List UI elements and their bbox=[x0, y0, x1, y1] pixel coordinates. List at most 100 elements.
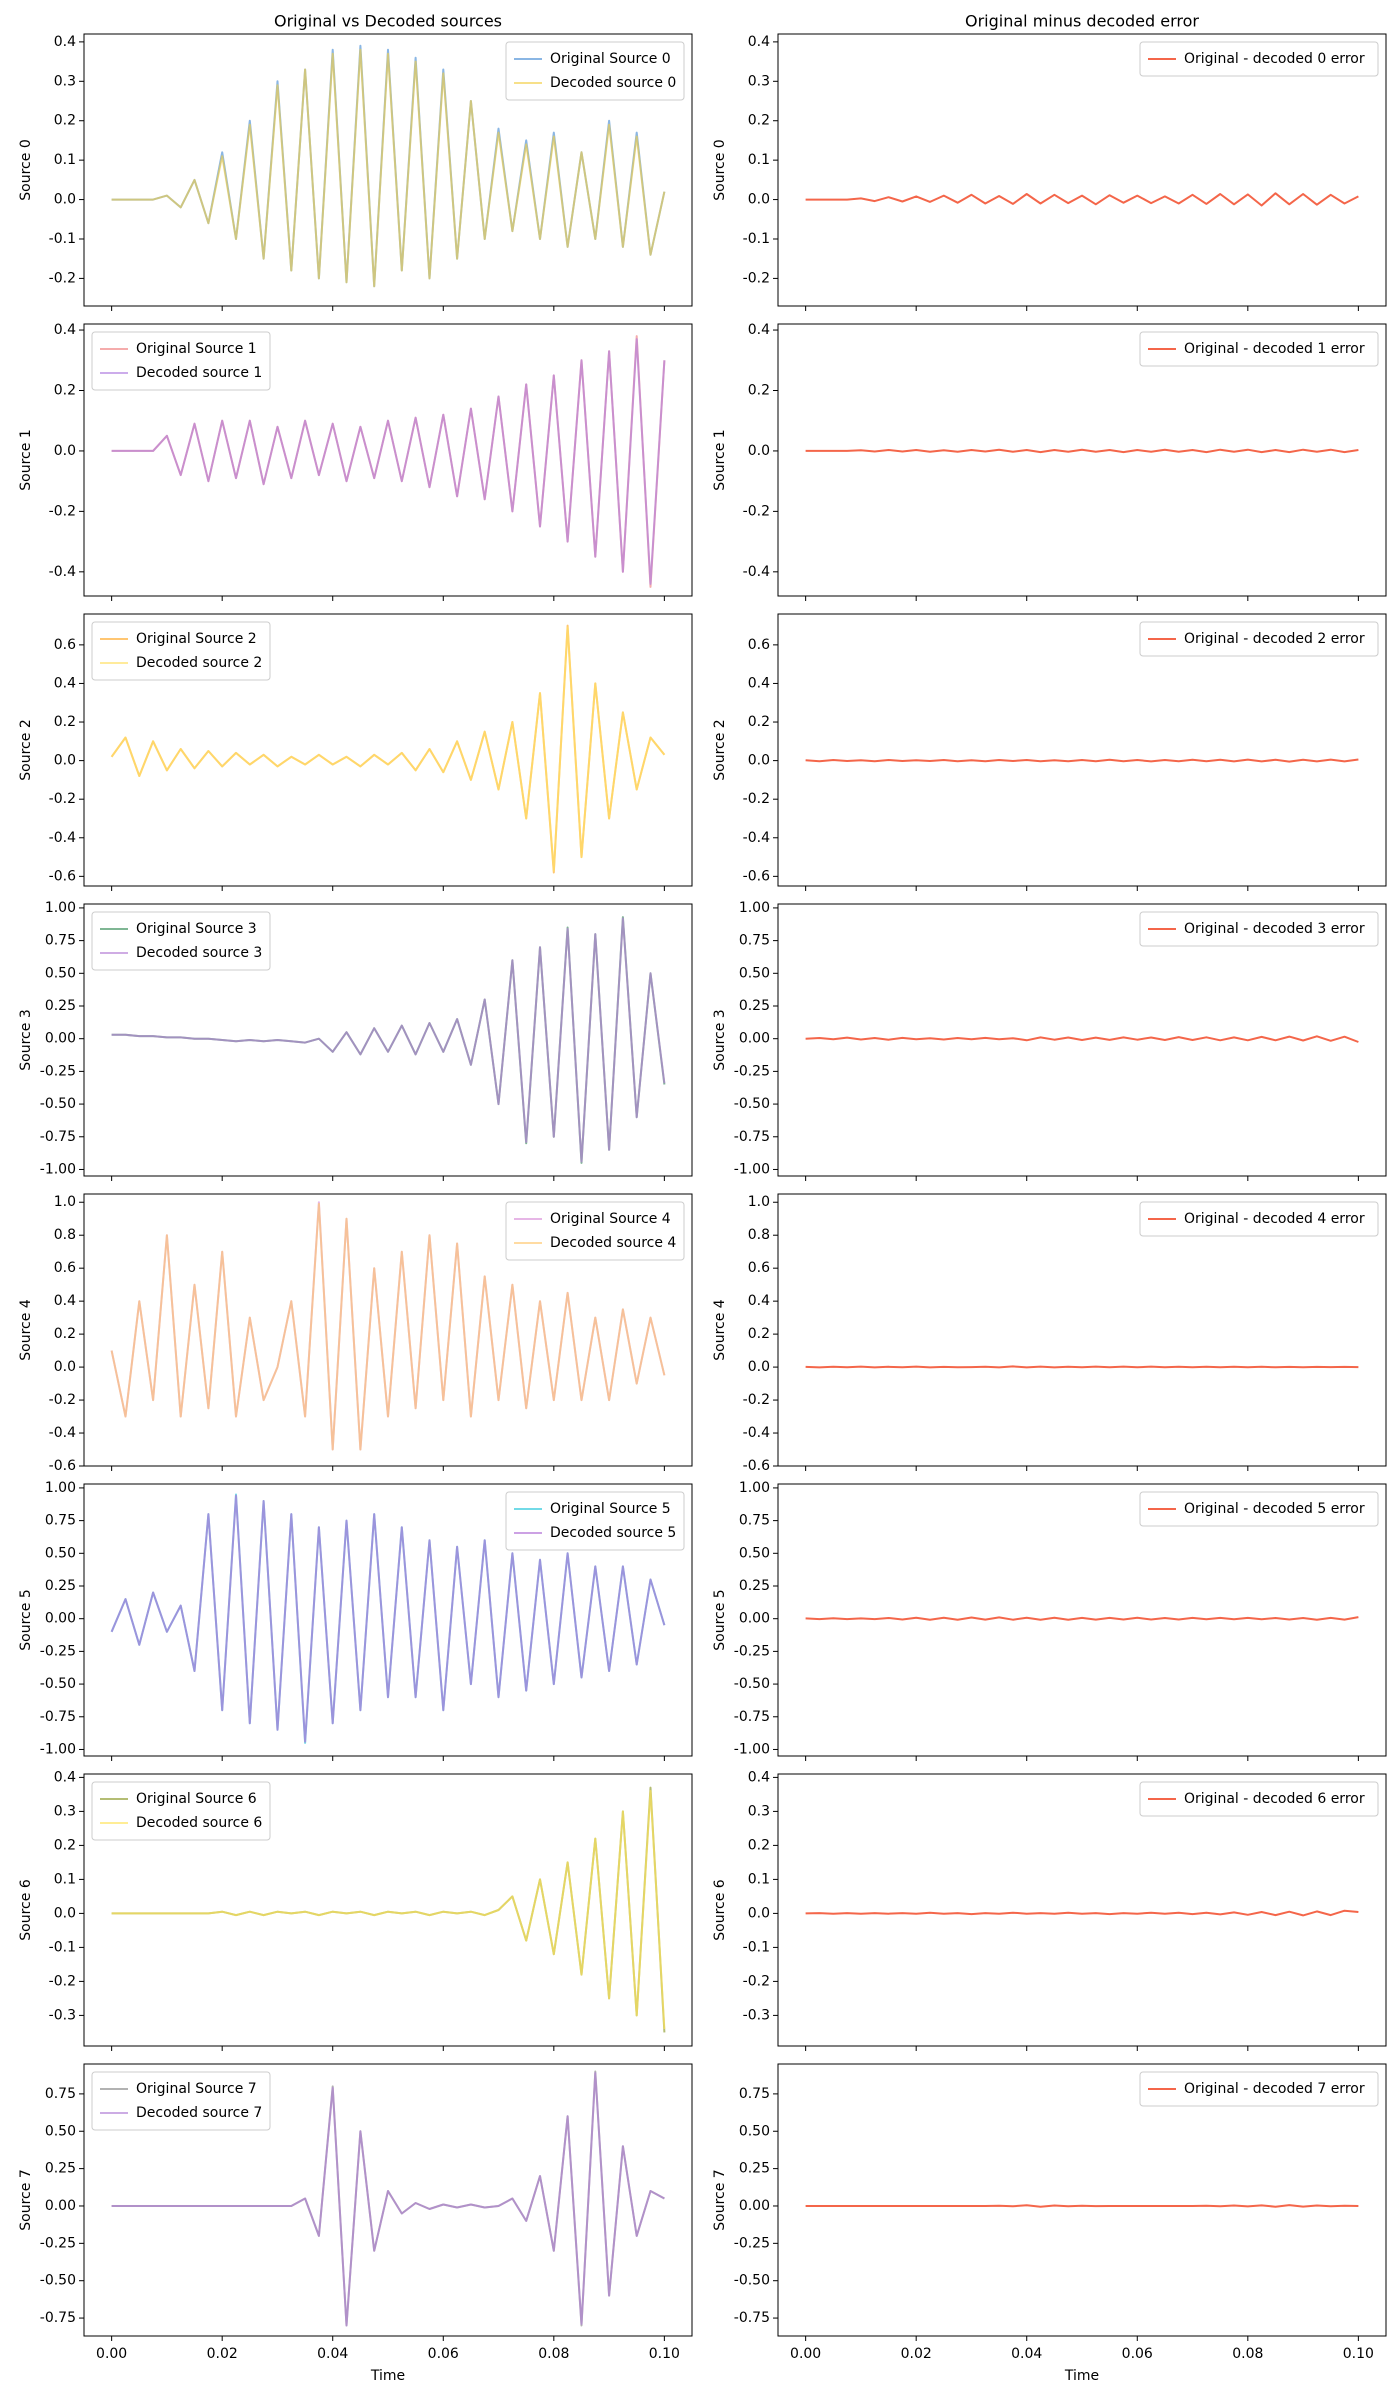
y-tick-label: -0.2 bbox=[743, 503, 770, 519]
axes-frame bbox=[83, 323, 693, 597]
legend-label: Original Source 3 bbox=[136, 921, 257, 937]
y-axis-label: Source 4 bbox=[712, 1299, 728, 1361]
legend-label: Original Source 7 bbox=[136, 2081, 257, 2097]
y-tick-label: -0.6 bbox=[49, 1458, 76, 1474]
legend-box bbox=[1139, 41, 1379, 77]
y-tick-label: -0.50 bbox=[734, 2273, 770, 2289]
y-tick-label: -0.4 bbox=[743, 564, 770, 580]
legend-label: Original - decoded 7 error bbox=[1184, 2081, 1365, 2097]
legend: Original - decoded 5 error bbox=[1139, 1491, 1379, 1527]
legend-label: Decoded source 7 bbox=[136, 2105, 262, 2121]
y-tick-label: -0.2 bbox=[49, 503, 76, 519]
x-axis-label: Time bbox=[1064, 2368, 1099, 2384]
y-axis-label: Source 5 bbox=[712, 1589, 728, 1650]
legend-label: Original Source 4 bbox=[550, 1211, 671, 1227]
subplot: -1.00 -0.75 -0.50 -0.25 0.00 0.25 0.50 0.75 1.00… bbox=[18, 900, 693, 1181]
legend: Original - decoded 2 error bbox=[1139, 621, 1379, 657]
y-tick-label: -0.75 bbox=[40, 2310, 76, 2326]
y-tick-label: 0.1 bbox=[54, 1871, 76, 1887]
y-tick-label: -0.4 bbox=[743, 830, 770, 846]
subplot: -0.2 -0.1 0.0 0.1 0.2 0.3 0.4 Original minus de… bbox=[712, 12, 1387, 311]
y-tick-label: -0.6 bbox=[743, 1458, 770, 1474]
legend-label: Decoded source 1 bbox=[136, 365, 262, 381]
y-tick-label: -0.50 bbox=[40, 1676, 76, 1692]
y-tick-label: 1.00 bbox=[45, 1480, 76, 1496]
y-tick-label: -1.00 bbox=[40, 1741, 76, 1757]
y-tick-label: -0.25 bbox=[40, 1063, 76, 1079]
x-tick-label: 0.06 bbox=[1122, 2346, 1153, 2362]
legend: Original Source 5 Decoded source 5 bbox=[505, 1491, 685, 1551]
y-tick-label: 0.25 bbox=[739, 998, 770, 1014]
x-tick-label: 0.08 bbox=[1232, 2346, 1263, 2362]
y-axis-label: Source 1 bbox=[712, 429, 728, 490]
y-tick-label: 0.75 bbox=[45, 933, 76, 949]
y-axis-label: Source 6 bbox=[712, 1879, 728, 1941]
legend-label: Original - decoded 1 error bbox=[1184, 341, 1365, 357]
series-line bbox=[111, 338, 666, 585]
y-tick-label: 0.50 bbox=[45, 2123, 76, 2139]
series-line bbox=[110, 1202, 666, 1451]
legend: Original - decoded 7 error bbox=[1139, 2071, 1379, 2107]
axes-frame bbox=[777, 1193, 1387, 1467]
legend: Original - decoded 6 error bbox=[1139, 1781, 1379, 1817]
legend-box bbox=[1139, 911, 1379, 947]
y-tick-label: -0.6 bbox=[49, 868, 76, 884]
y-tick-label: 0.3 bbox=[54, 1803, 76, 1819]
y-tick-label: -1.00 bbox=[734, 1161, 770, 1177]
legend-label: Original Source 5 bbox=[550, 1501, 671, 1517]
legend-box bbox=[91, 2071, 271, 2131]
y-tick-label: 0.0 bbox=[54, 1359, 76, 1375]
y-axis-label: Source 3 bbox=[712, 1009, 728, 1070]
y-tick-label: -0.3 bbox=[49, 2007, 76, 2023]
legend: Original - decoded 1 error bbox=[1139, 331, 1379, 367]
y-tick-label: -0.4 bbox=[743, 1425, 770, 1441]
legend-box bbox=[505, 1491, 685, 1551]
legend-box bbox=[91, 911, 271, 971]
legend: Original Source 6 Decoded source 6 bbox=[91, 1781, 271, 1841]
axes-frame bbox=[83, 903, 693, 1177]
series-line bbox=[111, 2072, 665, 2327]
axes-frame bbox=[777, 613, 1387, 887]
y-tick-label: -0.2 bbox=[49, 1392, 76, 1408]
x-tick-label: 0.02 bbox=[207, 2346, 238, 2362]
y-tick-label: -0.3 bbox=[743, 2007, 770, 2023]
y-tick-label: -0.25 bbox=[734, 1063, 770, 1079]
y-axis-label: Source 7 bbox=[18, 2169, 34, 2230]
y-axis-label: Source 7 bbox=[712, 2169, 728, 2230]
y-tick-label: -0.2 bbox=[49, 270, 76, 286]
y-tick-label: 0.4 bbox=[54, 1769, 76, 1785]
y-tick-label: 0.00 bbox=[45, 1611, 76, 1627]
subplot: -0.6 -0.4 -0.2 0.0 0.2 0.4 0.6 0.8 1.0 Source 4 Or… bbox=[712, 1193, 1387, 1474]
y-tick-label: 0.50 bbox=[45, 1545, 76, 1561]
y-tick-label: 0.1 bbox=[748, 1871, 770, 1887]
subplot: -0.3 -0.2 -0.1 0.0 0.1 0.2 0.3 0.4 Source 6 Origi… bbox=[18, 1769, 693, 2051]
legend-label: Decoded source 6 bbox=[136, 1815, 262, 1831]
y-axis-label: Source 0 bbox=[18, 139, 34, 200]
y-tick-label: -1.00 bbox=[40, 1161, 76, 1177]
y-tick-label: 0.3 bbox=[748, 73, 770, 89]
y-axis-label: Source 3 bbox=[18, 1009, 34, 1070]
y-tick-label: 0.0 bbox=[748, 443, 770, 459]
y-tick-label: -0.2 bbox=[49, 1973, 76, 1989]
y-tick-label: 0.25 bbox=[739, 1578, 770, 1594]
y-tick-label: -0.1 bbox=[49, 231, 76, 247]
y-tick-label: -0.75 bbox=[734, 1709, 770, 1725]
legend-box bbox=[505, 41, 685, 101]
y-tick-label: 0.2 bbox=[54, 1326, 76, 1342]
y-tick-label: -0.75 bbox=[40, 1129, 76, 1145]
series-line bbox=[805, 1035, 1359, 1043]
axes-frame bbox=[777, 903, 1387, 1177]
y-tick-label: 0.0 bbox=[54, 443, 76, 459]
y-tick-label: 1.00 bbox=[739, 900, 770, 916]
legend-label: Decoded source 5 bbox=[550, 1525, 676, 1541]
y-tick-label: -0.75 bbox=[734, 1129, 770, 1145]
axes-frame bbox=[777, 1773, 1387, 2047]
y-tick-label: 0.4 bbox=[54, 34, 76, 50]
legend: Original - decoded 4 error bbox=[1139, 1201, 1379, 1237]
y-tick-label: 0.2 bbox=[748, 1837, 770, 1853]
y-axis-label: Source 4 bbox=[18, 1299, 34, 1361]
y-tick-label: 1.00 bbox=[45, 900, 76, 916]
legend: Original - decoded 3 error bbox=[1139, 911, 1379, 947]
y-axis-label: Source 5 bbox=[18, 1589, 34, 1650]
